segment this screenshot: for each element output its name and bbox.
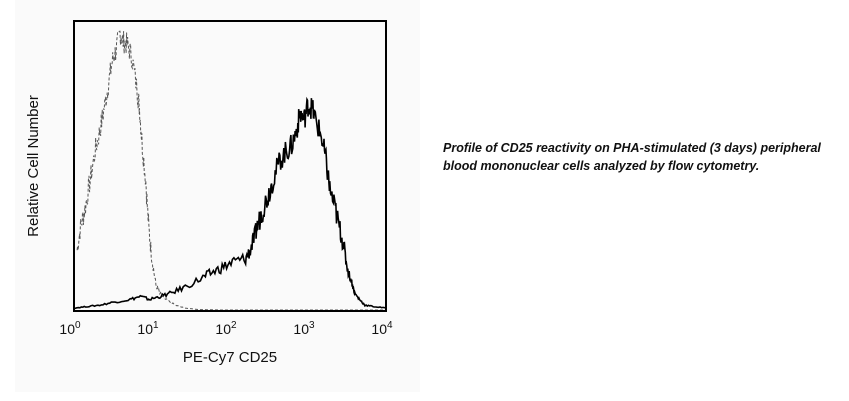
- x-axis-label: PE-Cy7 CD25: [183, 349, 277, 366]
- figure-panel: [15, 0, 420, 392]
- x-tick-label: 100: [59, 320, 81, 337]
- series-line-cd25: [73, 96, 387, 310]
- x-tick-label: 101: [137, 320, 159, 337]
- x-tick-label: 104: [371, 320, 393, 337]
- y-axis-label: Relative Cell Number: [25, 95, 42, 237]
- x-tick-label: 102: [215, 320, 237, 337]
- figure-caption: Profile of CD25 reactivity on PHA-stimul…: [443, 141, 821, 173]
- plot-frame: [73, 20, 387, 312]
- series-line-control: [76, 30, 386, 311]
- x-tick-label: 103: [293, 320, 315, 337]
